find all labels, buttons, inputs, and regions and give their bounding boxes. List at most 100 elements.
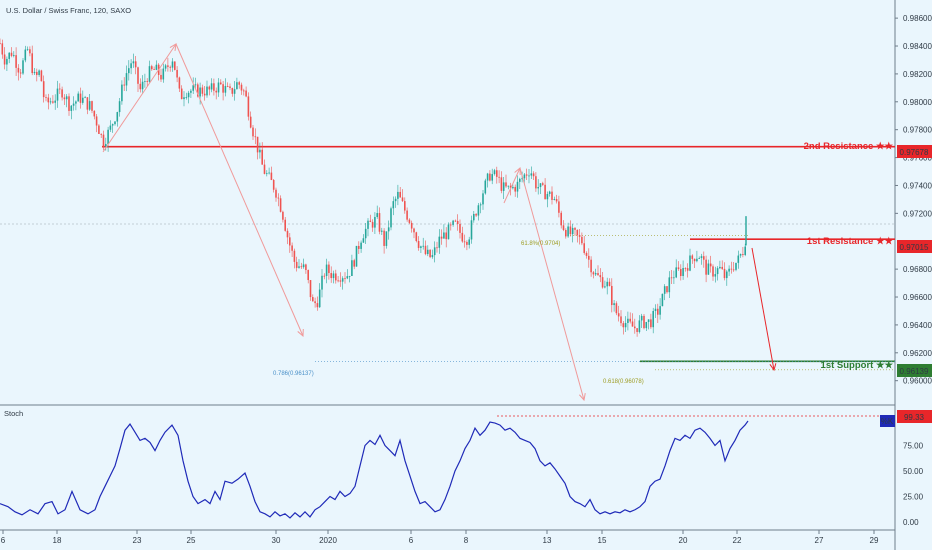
candle-body xyxy=(735,262,737,270)
candle-body xyxy=(588,255,590,260)
candle-body xyxy=(654,308,657,311)
candle-body xyxy=(243,90,245,92)
candle-body xyxy=(415,232,418,242)
level-lines xyxy=(102,145,895,371)
candle-body xyxy=(335,273,337,281)
candle-body xyxy=(183,97,185,100)
price-tick-label: 0.97200 xyxy=(903,209,932,218)
candle-body xyxy=(293,250,296,262)
candle-body xyxy=(141,81,144,90)
candle-body xyxy=(548,191,551,194)
candle-body xyxy=(601,277,604,288)
candle-body xyxy=(187,92,190,98)
stoch-tick-label: 0.00 xyxy=(903,518,919,527)
candle-body xyxy=(553,199,556,200)
candle-body xyxy=(427,249,429,255)
first-resistance-label: 1st Resistance ★★ xyxy=(807,236,894,247)
candle-body xyxy=(240,84,243,91)
candle-body xyxy=(86,97,89,110)
fib-786-label: 0.786(0.96137) xyxy=(273,371,314,377)
candle-body xyxy=(236,82,238,90)
candle-body xyxy=(263,164,266,174)
candle-body xyxy=(712,266,714,277)
candle-body xyxy=(675,267,677,278)
candle-body xyxy=(608,281,611,286)
candle-body xyxy=(10,52,13,56)
candle-body xyxy=(523,174,526,179)
price-tick-label: 0.98000 xyxy=(903,98,932,107)
candle-body xyxy=(424,245,427,255)
candle-body xyxy=(199,87,201,97)
candle-body xyxy=(54,100,56,103)
candle-body xyxy=(440,236,443,239)
candle-body xyxy=(45,97,47,98)
candle-body xyxy=(726,271,728,279)
candle-body xyxy=(160,74,162,80)
candle-body xyxy=(606,281,608,287)
candle-body xyxy=(673,277,675,279)
first-resistance-price: 0.97015 xyxy=(900,243,929,252)
candle-body xyxy=(581,236,583,244)
candle-body xyxy=(364,228,367,239)
time-tick-label: 8 xyxy=(464,536,469,545)
candle-body xyxy=(716,268,719,275)
candle-body xyxy=(307,270,309,281)
candle-body xyxy=(26,49,29,51)
price-tick-label: 0.98200 xyxy=(903,70,932,79)
candle-body xyxy=(576,229,579,236)
candle-body xyxy=(516,181,519,192)
time-tick-label: 6 xyxy=(1,536,6,545)
candle-body xyxy=(574,227,576,230)
candle-body xyxy=(164,65,167,69)
candle-body xyxy=(709,263,712,267)
candle-body xyxy=(433,247,436,256)
candle-body xyxy=(213,83,215,91)
first-support-label: 1st Support ★★ xyxy=(821,360,894,371)
candle-body xyxy=(512,186,514,189)
candle-body xyxy=(509,185,512,189)
candle-body xyxy=(270,172,273,180)
candle-body xyxy=(565,229,567,237)
candle-body xyxy=(537,187,539,189)
candle-body xyxy=(302,264,305,268)
candle-body xyxy=(130,63,132,69)
candle-body xyxy=(272,179,275,190)
candle-body xyxy=(148,66,151,82)
time-tick-label: 2020 xyxy=(319,536,337,545)
candle-body xyxy=(29,49,31,54)
candle-body xyxy=(445,232,447,240)
candle-body xyxy=(617,313,620,317)
candle-body xyxy=(328,264,330,274)
candle-body xyxy=(703,256,705,260)
price-tick-label: 0.96800 xyxy=(903,265,932,274)
candle-body xyxy=(489,173,491,181)
candle-body xyxy=(229,86,231,89)
candle-body xyxy=(502,182,505,191)
candle-body xyxy=(521,178,523,180)
candle-body xyxy=(417,241,420,248)
candle-body xyxy=(682,268,684,277)
candle-body xyxy=(622,323,625,328)
candle-body xyxy=(470,220,473,240)
candle-body xyxy=(661,293,664,307)
candle-body xyxy=(482,193,484,205)
candle-body xyxy=(627,318,629,323)
candle-body xyxy=(689,255,691,271)
candle-body xyxy=(210,83,213,90)
candle-body xyxy=(206,86,208,96)
candle-body xyxy=(624,322,627,328)
price-tick-label: 0.97600 xyxy=(903,154,932,163)
candle-body xyxy=(493,170,496,175)
stoch-title: Stoch xyxy=(4,409,23,418)
candle-body xyxy=(286,230,289,238)
candle-body xyxy=(256,136,259,153)
candle-body xyxy=(473,213,475,221)
candle-body xyxy=(732,269,735,271)
stoch-series xyxy=(0,415,895,519)
candle-body xyxy=(371,221,374,228)
candle-body xyxy=(47,97,50,103)
candle-body xyxy=(737,255,740,263)
candle-body xyxy=(546,193,549,200)
swing-arrow-1 xyxy=(102,43,177,153)
